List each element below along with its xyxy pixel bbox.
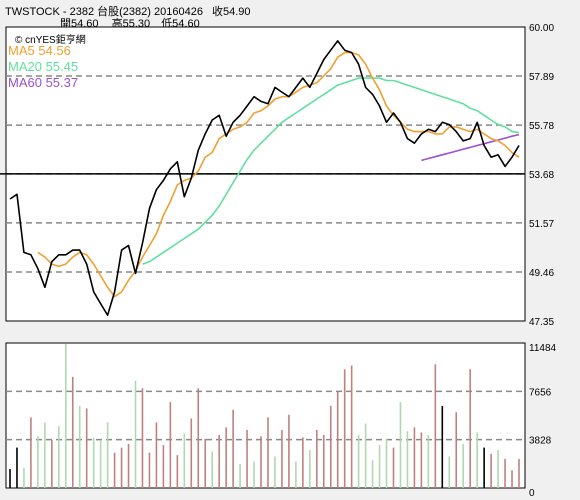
- legend-ma5: MA5 54.56: [8, 43, 71, 59]
- quote-date: 20160426: [154, 6, 203, 18]
- watermark-text: cnYES鉅亨網: [25, 35, 86, 46]
- chart-header: TWSTOCK - 2382 台股(2382) 20160426 收54.90: [5, 3, 251, 19]
- header-separator: -: [62, 6, 67, 18]
- copyright-icon: ©: [15, 35, 23, 46]
- volume-tick-label: 3828: [529, 436, 552, 447]
- price-tick-label: 57.89: [529, 72, 554, 83]
- volume-tick-label: 7656: [529, 387, 552, 398]
- legend-ma20: MA20 55.45: [8, 59, 78, 75]
- ma20-line: [142, 77, 520, 265]
- price-tick-label: 53.68: [529, 170, 554, 181]
- price-tick-label: 47.35: [529, 317, 554, 328]
- legend-ma60-label: MA60 55.37: [8, 75, 79, 90]
- price-tick-label: 51.57: [529, 219, 554, 230]
- price-line: [9, 40, 520, 316]
- legend-ma20-label: MA20 55.45: [8, 59, 79, 74]
- volume-panel: [5, 342, 526, 489]
- legend-ma5-label: MA5 54.56: [8, 43, 71, 58]
- close-price: 收54.90: [212, 6, 251, 18]
- watermark: © cnYES鉅亨網: [15, 31, 86, 46]
- market-name: 台股(2382): [97, 6, 151, 18]
- price-tick-label: 55.78: [529, 121, 554, 132]
- stock-code: 2382: [69, 6, 95, 18]
- legend-ma60: MA60 55.37: [8, 75, 78, 91]
- stock-name: TWSTOCK: [5, 6, 60, 18]
- volume-tick-label: 0: [529, 488, 535, 499]
- price-tick-label: 49.46: [529, 268, 554, 279]
- price-tick-label: 60.00: [529, 23, 554, 34]
- ma60-line: [421, 133, 520, 162]
- volume-tick-label: 11484: [529, 343, 557, 354]
- ma5-line: [37, 51, 520, 298]
